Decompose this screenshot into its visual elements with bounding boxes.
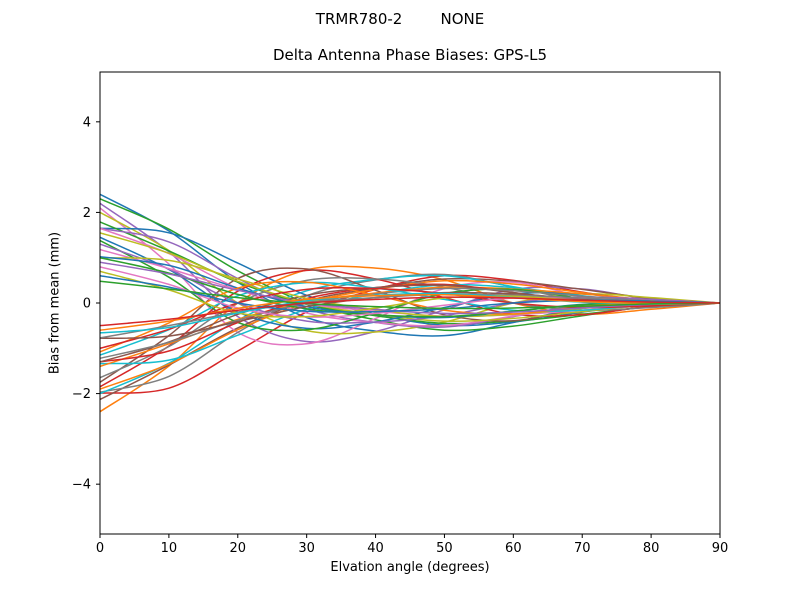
series-line xyxy=(100,275,720,313)
x-tick-label: 50 xyxy=(436,541,453,556)
x-axis-label: Elvation angle (degrees) xyxy=(330,560,490,575)
x-tick-label: 60 xyxy=(505,541,522,556)
series-line xyxy=(100,277,720,401)
series-line xyxy=(100,280,720,310)
y-tick-label: 0 xyxy=(83,297,91,312)
x-tick-label: 30 xyxy=(298,541,315,556)
x-tick-label: 80 xyxy=(643,541,660,556)
y-tick-label: 4 xyxy=(83,115,91,130)
series-line xyxy=(100,277,720,379)
series-line xyxy=(100,261,720,315)
series-line xyxy=(100,243,720,324)
series-line xyxy=(100,287,720,350)
figure-suptitle: TRMR780-2 NONE xyxy=(315,10,485,28)
x-tick-label: 20 xyxy=(230,541,247,556)
chart-title: Delta Antenna Phase Biases: GPS-L5 xyxy=(272,46,548,64)
x-tick-label: 40 xyxy=(367,541,384,556)
y-tick-label: −4 xyxy=(72,478,91,493)
x-tick-label: 10 xyxy=(161,541,178,556)
x-tick-label: 90 xyxy=(712,541,729,556)
x-tick-label: 0 xyxy=(96,541,104,556)
y-axis-label: Bias from mean (mm) xyxy=(47,231,63,375)
series-line xyxy=(100,296,720,327)
y-tick-label: −2 xyxy=(72,387,91,402)
x-tick-label: 70 xyxy=(574,541,591,556)
y-tick-label: 2 xyxy=(83,206,91,221)
